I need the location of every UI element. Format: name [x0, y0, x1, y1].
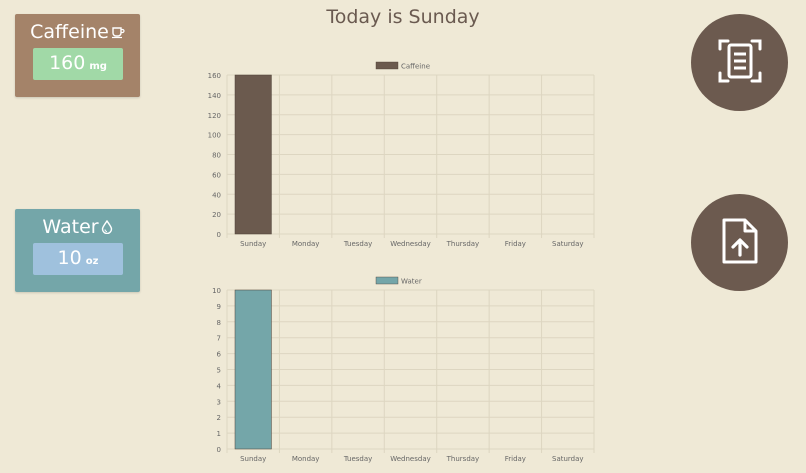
y-tick-label: 0 [217, 446, 221, 454]
page-title: Today is Sunday [326, 6, 480, 28]
water-bar[interactable] [234, 289, 272, 450]
caffeine-bar-chart: 0 20 40 60 80 100 120 140 160 Sunday Monday Tuesday… [208, 61, 595, 248]
x-tick-label: Sunday [240, 455, 266, 463]
y-tick-label: 9 [217, 303, 221, 311]
y-tick-label: 4 [217, 382, 222, 390]
water-chart: 0 1 2 3 4 5 6 7 8 9 10 Sunday Monday Tuesday Wednesday… [200, 273, 600, 465]
y-tick-label: 10 [212, 287, 221, 295]
y-tick-label: 60 [212, 171, 221, 179]
water-grid [226, 289, 595, 453]
legend-swatch [375, 61, 399, 70]
caffeine-grid [226, 74, 595, 238]
y-tick-label: 100 [208, 132, 221, 140]
caffeine-value-box: 160 mg [33, 48, 123, 80]
y-tick-label: 7 [217, 335, 221, 343]
caffeine-chart: 0 20 40 60 80 100 120 140 160 Sunday Monday Tuesday… [200, 58, 600, 250]
y-tick-label: 160 [208, 72, 221, 80]
water-value: 10 [57, 247, 82, 269]
caffeine-unit: mg [89, 61, 107, 72]
y-tick-label: 5 [217, 367, 221, 375]
water-card-header: Water [15, 216, 140, 238]
y-tick-label: 8 [217, 319, 221, 327]
x-tick-label: Monday [292, 240, 320, 248]
caffeine-bar[interactable] [234, 74, 272, 235]
water-bar-chart: 0 1 2 3 4 5 6 7 8 9 10 Sunday Monday Tuesday Wednesday… [212, 276, 595, 463]
x-tick-label: Thursday [446, 240, 480, 248]
water-card: Water 10 oz [15, 209, 140, 292]
legend-label: Caffeine [401, 63, 430, 71]
caffeine-value: 160 [49, 52, 86, 74]
x-tick-label: Wednesday [390, 240, 431, 248]
caffeine-label: Caffeine [30, 21, 109, 43]
upload-file-button[interactable] [691, 194, 788, 291]
y-tick-label: 3 [217, 398, 221, 406]
y-tick-label: 40 [212, 191, 221, 199]
scan-document-button[interactable] [691, 14, 788, 111]
x-tick-label: Monday [292, 455, 320, 463]
water-drop-icon [101, 220, 113, 234]
water-legend[interactable]: Water [375, 276, 422, 286]
y-tick-label: 1 [217, 430, 221, 438]
y-tick-label: 6 [217, 351, 222, 359]
scan-document-icon [716, 37, 764, 89]
x-tick-label: Tuesday [343, 455, 372, 463]
file-upload-icon [720, 217, 760, 269]
water-label: Water [42, 216, 99, 238]
y-tick-label: 140 [208, 92, 221, 100]
y-tick-label: 2 [217, 414, 221, 422]
x-tick-label: Sunday [240, 240, 266, 248]
caffeine-card-header: Caffeine [15, 21, 140, 43]
x-tick-label: Friday [505, 455, 526, 463]
legend-label: Water [401, 278, 422, 286]
x-tick-label: Saturday [552, 240, 584, 248]
water-unit: oz [85, 256, 99, 267]
x-tick-label: Saturday [552, 455, 584, 463]
x-tick-label: Thursday [446, 455, 480, 463]
y-tick-label: 0 [217, 231, 221, 239]
coffee-cup-icon [111, 25, 125, 39]
x-tick-label: Friday [505, 240, 526, 248]
caffeine-card: Caffeine 160 mg [15, 14, 140, 97]
y-tick-label: 80 [212, 152, 221, 160]
x-tick-label: Tuesday [343, 240, 372, 248]
y-tick-label: 120 [208, 112, 221, 120]
x-tick-label: Wednesday [390, 455, 431, 463]
y-tick-label: 20 [212, 211, 221, 219]
caffeine-legend[interactable]: Caffeine [375, 61, 430, 71]
water-value-box: 10 oz [33, 243, 123, 275]
legend-swatch [375, 276, 399, 285]
